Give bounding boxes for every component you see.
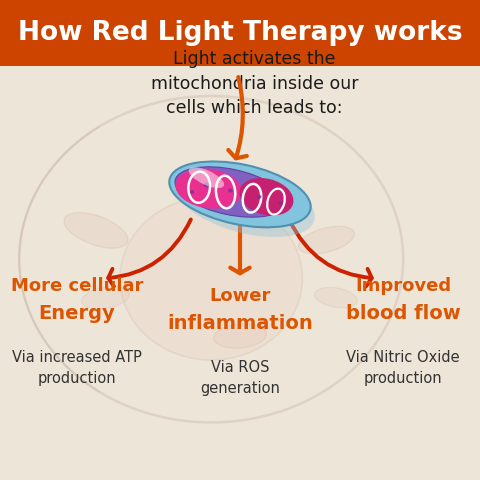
Ellipse shape — [257, 195, 262, 199]
Text: Via increased ATP
production: Via increased ATP production — [12, 350, 142, 386]
Ellipse shape — [175, 166, 315, 237]
Ellipse shape — [175, 168, 242, 209]
Text: Energy: Energy — [38, 304, 115, 323]
Ellipse shape — [189, 167, 224, 188]
Ellipse shape — [214, 324, 266, 348]
Text: blood flow: blood flow — [346, 304, 461, 323]
Ellipse shape — [228, 189, 233, 192]
Ellipse shape — [299, 226, 354, 254]
Text: Light activates the
mitochondria inside our
cells which leads to:: Light activates the mitochondria inside … — [151, 50, 358, 117]
Ellipse shape — [175, 167, 286, 217]
Text: More cellular: More cellular — [11, 277, 143, 295]
Ellipse shape — [120, 197, 302, 360]
Text: How Red Light Therapy works: How Red Light Therapy works — [18, 20, 462, 46]
FancyBboxPatch shape — [0, 0, 480, 66]
Ellipse shape — [204, 182, 209, 187]
Ellipse shape — [82, 286, 129, 309]
Ellipse shape — [64, 213, 128, 248]
Text: Via ROS
generation: Via ROS generation — [200, 360, 280, 396]
Text: inflammation: inflammation — [167, 313, 313, 333]
Ellipse shape — [240, 178, 293, 216]
Ellipse shape — [278, 201, 283, 205]
Ellipse shape — [190, 190, 194, 194]
Text: Improved: Improved — [355, 277, 451, 295]
Text: Lower: Lower — [209, 287, 271, 305]
Ellipse shape — [169, 161, 311, 228]
Text: Via Nitric Oxide
production: Via Nitric Oxide production — [347, 350, 460, 386]
Ellipse shape — [315, 288, 357, 308]
